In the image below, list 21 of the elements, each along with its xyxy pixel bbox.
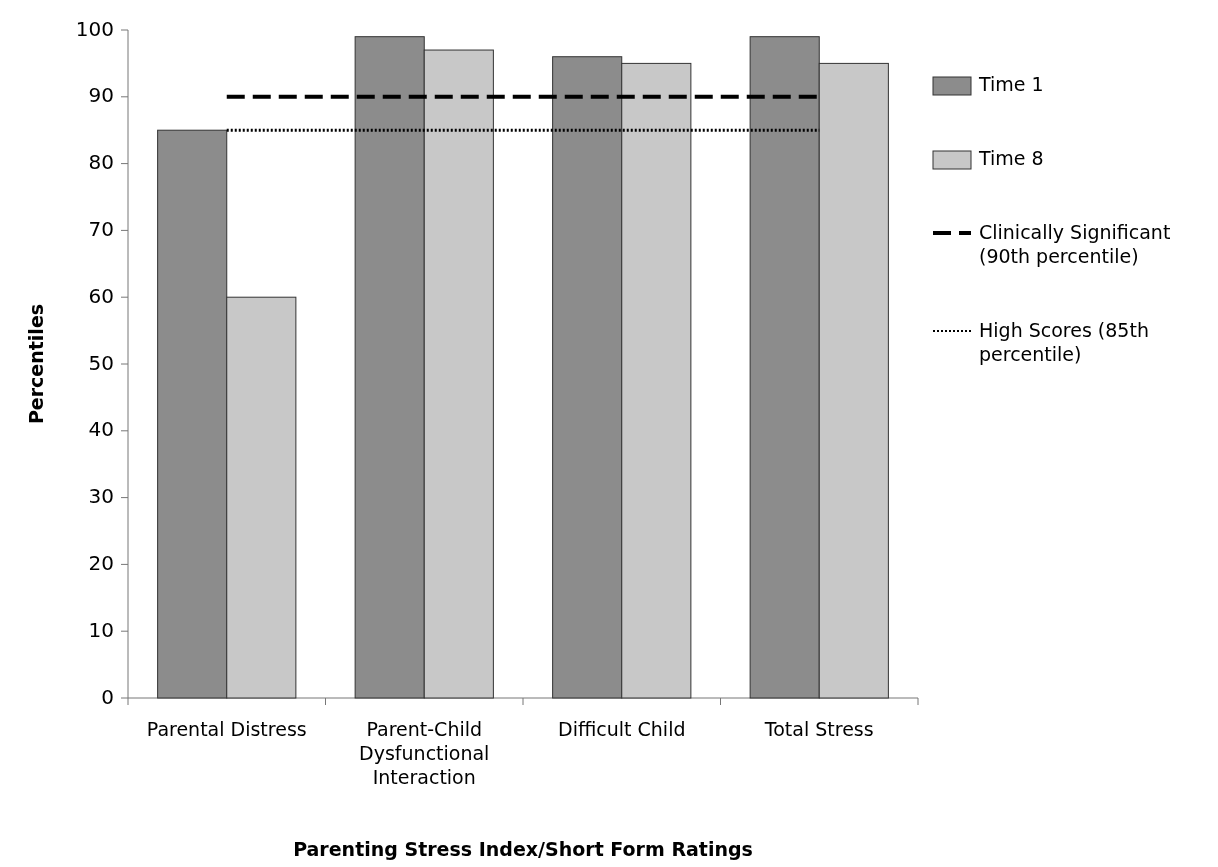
y-tick-label: 100 [75, 16, 114, 41]
legend-label: Time 8 [978, 146, 1044, 169]
y-tick-label: 80 [88, 150, 114, 175]
y-tick-label: 90 [88, 83, 114, 108]
y-axis-title: Percentiles [25, 303, 47, 425]
legend-label: Time 1 [978, 72, 1044, 95]
y-tick-label: 40 [88, 417, 114, 442]
x-tick-label: Parental Distress [146, 717, 307, 740]
x-tick-label: Difficult Child [558, 717, 686, 740]
y-tick-label: 20 [88, 550, 114, 575]
legend-label: High Scores (85th percentile) [979, 318, 1149, 365]
y-tick-label: 60 [88, 283, 114, 308]
x-axis-title: Parenting Stress Index/Short Form Ratings [293, 838, 753, 860]
y-tick-label: 70 [88, 216, 114, 241]
x-tick-label: Parent-Child Dysfunctional Interaction [359, 717, 490, 788]
y-tick-label: 10 [88, 617, 114, 642]
legend-label: Clinically Significant (90th percentile) [979, 220, 1171, 267]
y-tick-label: 0 [101, 684, 114, 709]
x-tick-label: Total Stress [763, 717, 874, 740]
y-tick-label: 30 [88, 484, 114, 509]
y-tick-label: 50 [88, 350, 114, 375]
